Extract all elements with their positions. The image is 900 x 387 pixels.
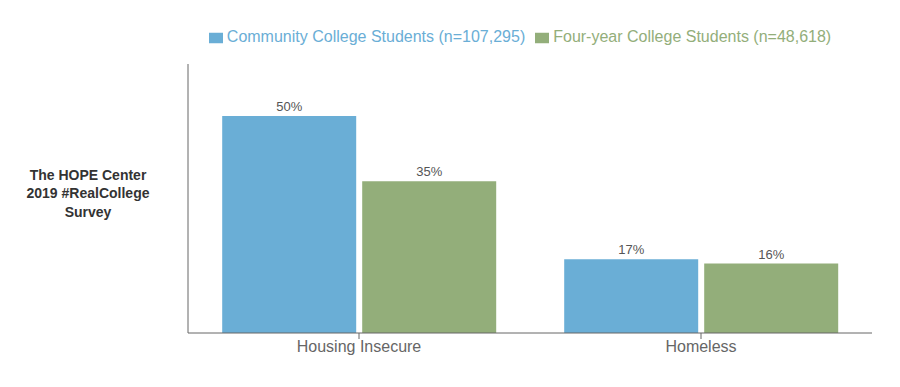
html-text:Four-year College Students (n=: Four-year College Students (n=48,618) bbox=[553, 28, 832, 45]
svg-text:17%: 17% bbox=[618, 242, 644, 257]
svg-text:35%: 35% bbox=[416, 164, 442, 179]
html-text:The HOPE Center: The HOPE Center bbox=[29, 167, 147, 184]
svg-text:16%: 16% bbox=[758, 247, 784, 262]
html-text:Community College Students (n=: Community College Students (n=107,295) bbox=[226, 28, 526, 45]
html-text:2019 #RealCollege: 2019 #RealCollege bbox=[26, 185, 150, 202]
svg-text:Housing Insecure: Housing Insecure bbox=[297, 338, 422, 355]
svg-text:50%: 50% bbox=[276, 99, 302, 114]
html-text:Survey: Survey bbox=[64, 203, 112, 220]
svg-text:Homeless: Homeless bbox=[665, 338, 736, 355]
